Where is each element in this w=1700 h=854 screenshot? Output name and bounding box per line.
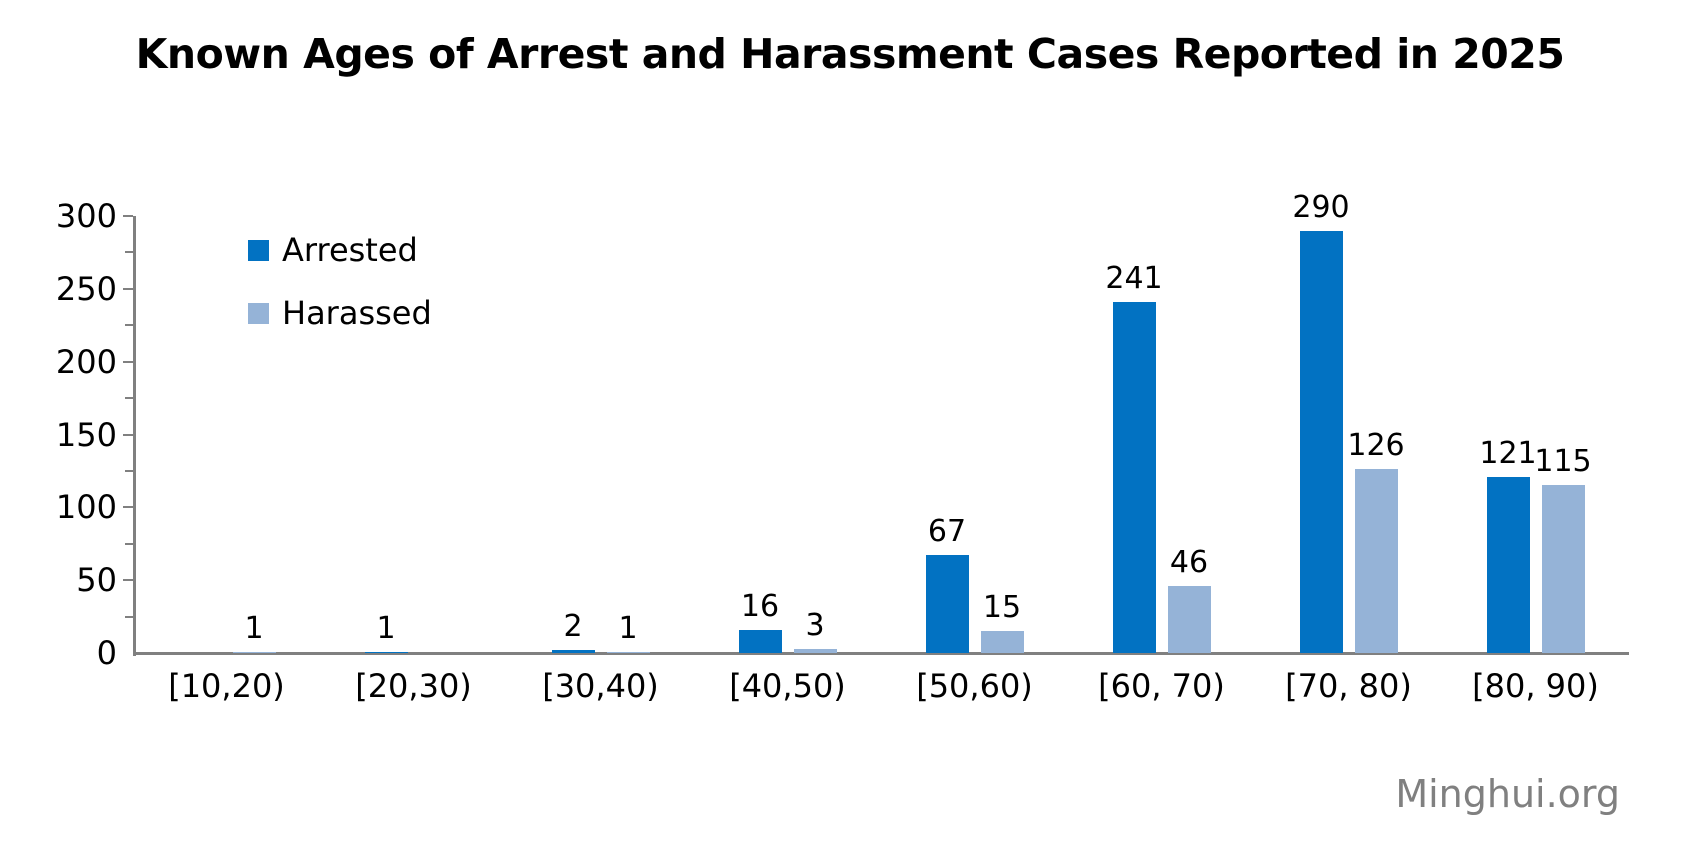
y-tick-label: 100 <box>55 488 117 526</box>
bar-value-label: 3 <box>805 608 825 643</box>
category-label: [40,50) <box>729 667 846 705</box>
bar-value-label: 121 <box>1479 436 1537 471</box>
x-axis-line <box>133 652 1629 655</box>
y-major-tick <box>123 434 133 436</box>
y-major-tick <box>123 579 133 581</box>
bar-value-label: 1 <box>244 611 264 646</box>
bar-value-label: 241 <box>1105 261 1163 296</box>
bar-value-label: 1 <box>376 611 396 646</box>
y-tick-label: 250 <box>55 270 117 308</box>
bar-arrested <box>926 555 969 653</box>
y-minor-tick <box>125 251 133 253</box>
bar-arrested <box>365 652 408 653</box>
legend-swatch-harassed <box>248 302 269 324</box>
y-axis-line <box>133 216 136 656</box>
y-minor-tick <box>125 543 133 545</box>
bar-harassed <box>794 649 837 653</box>
bar-arrested <box>1487 477 1530 653</box>
y-tick-label: 300 <box>55 197 117 235</box>
y-major-tick <box>123 506 133 508</box>
category-label: [50,60) <box>916 667 1033 705</box>
y-tick-label: 150 <box>55 416 117 454</box>
y-tick-label: 50 <box>76 561 117 599</box>
category-label: [60, 70) <box>1098 667 1225 705</box>
category-label: [70, 80) <box>1285 667 1412 705</box>
bar-value-label: 1 <box>618 611 638 646</box>
bar-harassed <box>1355 469 1398 653</box>
bar-value-label: 126 <box>1347 428 1405 463</box>
bar-value-label: 15 <box>982 590 1022 625</box>
y-minor-tick <box>125 397 133 399</box>
category-label: [10,20) <box>168 667 285 705</box>
watermark: Minghui.org <box>1395 772 1620 816</box>
y-tick-label: 0 <box>96 634 117 672</box>
legend-label-harassed: Harassed <box>282 294 432 332</box>
bar-arrested <box>1113 302 1156 653</box>
bar-harassed <box>1168 586 1211 653</box>
y-major-tick <box>123 215 133 217</box>
bar-value-label: 2 <box>563 609 583 644</box>
legend-label-arrested: Arrested <box>282 231 418 269</box>
legend-swatch-arrested <box>248 239 269 261</box>
bar-arrested <box>552 650 595 653</box>
bar-value-label: 46 <box>1169 545 1209 580</box>
category-label: [80, 90) <box>1472 667 1599 705</box>
bar-value-label: 67 <box>927 514 967 549</box>
y-major-tick <box>123 361 133 363</box>
bar-arrested <box>1300 231 1343 653</box>
bar-value-label: 290 <box>1292 190 1350 225</box>
legend: Arrested Harassed <box>248 234 432 364</box>
bar-harassed <box>233 652 276 653</box>
bar-value-label: 115 <box>1534 444 1592 479</box>
bar-harassed <box>981 631 1024 653</box>
legend-item-arrested: Arrested <box>248 234 432 266</box>
chart-title: Known Ages of Arrest and Harassment Case… <box>135 30 1565 78</box>
legend-item-harassed: Harassed <box>248 297 432 329</box>
bar-arrested <box>739 630 782 653</box>
category-label: [20,30) <box>355 667 472 705</box>
bar-harassed <box>1542 485 1585 653</box>
y-minor-tick <box>125 470 133 472</box>
bar-value-label: 16 <box>740 589 780 624</box>
y-tick-label: 200 <box>55 343 117 381</box>
y-minor-tick <box>125 324 133 326</box>
bar-harassed <box>607 652 650 653</box>
y-minor-tick <box>125 616 133 618</box>
category-label: [30,40) <box>542 667 659 705</box>
y-major-tick <box>123 288 133 290</box>
